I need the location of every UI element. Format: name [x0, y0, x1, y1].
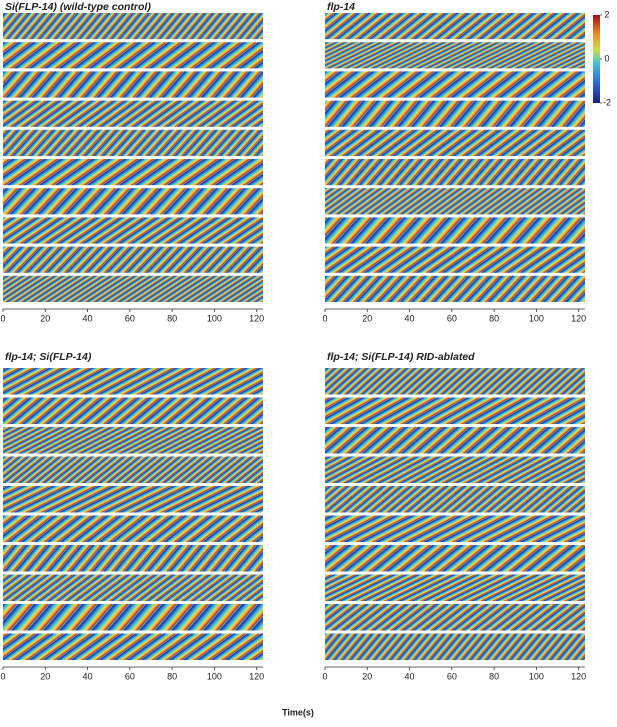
- x-tick-label: 100: [529, 671, 544, 681]
- x-tick-label: 0: [0, 313, 5, 323]
- kymograph-strip: [3, 42, 263, 69]
- kymograph-strip: [3, 188, 263, 215]
- x-tick-label: 40: [83, 313, 93, 323]
- kymograph-strip: [3, 456, 263, 483]
- kymograph-strip: [325, 574, 585, 601]
- kymograph-strip: [325, 129, 585, 156]
- colorbar: [593, 15, 600, 103]
- kymograph-strip: [325, 159, 585, 186]
- kymograph-strip: [3, 545, 263, 572]
- x-tick-label: 60: [447, 671, 457, 681]
- x-tick-label: 40: [83, 671, 93, 681]
- colorbar-tick-label: 0: [604, 53, 609, 63]
- kymograph-strip: [3, 486, 263, 513]
- x-tick-label: 120: [571, 671, 586, 681]
- x-tick-label: 40: [405, 671, 415, 681]
- x-tick-label: 20: [362, 671, 372, 681]
- kymograph-strip: [3, 604, 263, 631]
- x-tick-label: 80: [167, 313, 177, 323]
- kymograph-strip: [3, 159, 263, 186]
- kymograph-strip: [325, 427, 585, 454]
- x-tick-label: 20: [40, 671, 50, 681]
- panel-title: flp-14; Si(FLP-14) RID-ablated: [327, 351, 475, 363]
- kymograph-strip: [3, 246, 263, 273]
- x-tick-label: 100: [207, 671, 222, 681]
- x-tick-label: 80: [489, 313, 499, 323]
- x-tick-label: 40: [405, 313, 415, 323]
- kymograph-strip: [325, 545, 585, 572]
- x-tick-label: 60: [447, 313, 457, 323]
- x-tick-label: 120: [249, 313, 264, 323]
- colorbar-tick-label: -2: [603, 97, 611, 107]
- x-tick-label: 0: [322, 313, 327, 323]
- kymograph-strip: [325, 246, 585, 273]
- x-tick-label: 120: [571, 313, 586, 323]
- x-tick-label: 80: [167, 671, 177, 681]
- kymograph-strip: [325, 42, 585, 69]
- kymograph-strip: [3, 515, 263, 542]
- x-tick-label: 60: [125, 313, 135, 323]
- x-tick-label: 80: [489, 671, 499, 681]
- kymograph-strip: [325, 486, 585, 513]
- x-tick-label: 100: [529, 313, 544, 323]
- kymograph-strip: [3, 13, 263, 40]
- x-tick-label: 60: [125, 671, 135, 681]
- kymograph-strip: [3, 71, 263, 98]
- x-tick-label: 120: [249, 671, 264, 681]
- panel-title: flp-14: [327, 1, 355, 13]
- kymograph-strip: [3, 397, 263, 424]
- kymograph-strip: [325, 368, 585, 395]
- x-tick-label: 0: [0, 671, 5, 681]
- kymograph-strip: [325, 13, 585, 40]
- kymograph-strip: [325, 456, 585, 483]
- kymograph-strip: [3, 574, 263, 601]
- kymograph-strip: [3, 368, 263, 395]
- kymograph-strip: [3, 100, 263, 127]
- kymograph-strip: [3, 633, 263, 660]
- kymograph-strip: [325, 100, 585, 127]
- x-tick-label: 20: [362, 313, 372, 323]
- kymograph-strip: [325, 397, 585, 424]
- kymograph-strip: [325, 275, 585, 302]
- x-tick-label: 20: [40, 313, 50, 323]
- kymograph-strip: [325, 633, 585, 660]
- kymograph-strip: [3, 129, 263, 156]
- kymograph-strip: [325, 71, 585, 98]
- x-tick-label: 100: [207, 313, 222, 323]
- colorbar-tick-label: 2: [604, 9, 609, 19]
- x-tick-label: 0: [322, 671, 327, 681]
- panel-title: Si(FLP-14) (wild-type control): [5, 1, 151, 13]
- kymograph-strip: [325, 515, 585, 542]
- kymograph-strip: [3, 217, 263, 244]
- panel-title: flp-14; Si(FLP-14): [5, 351, 92, 363]
- x-axis-label: Time(s): [282, 707, 314, 717]
- kymograph-strip: [325, 188, 585, 215]
- kymograph-strip: [3, 275, 263, 302]
- kymograph-strip: [325, 217, 585, 244]
- kymograph-strip: [325, 604, 585, 631]
- kymograph-strip: [3, 427, 263, 454]
